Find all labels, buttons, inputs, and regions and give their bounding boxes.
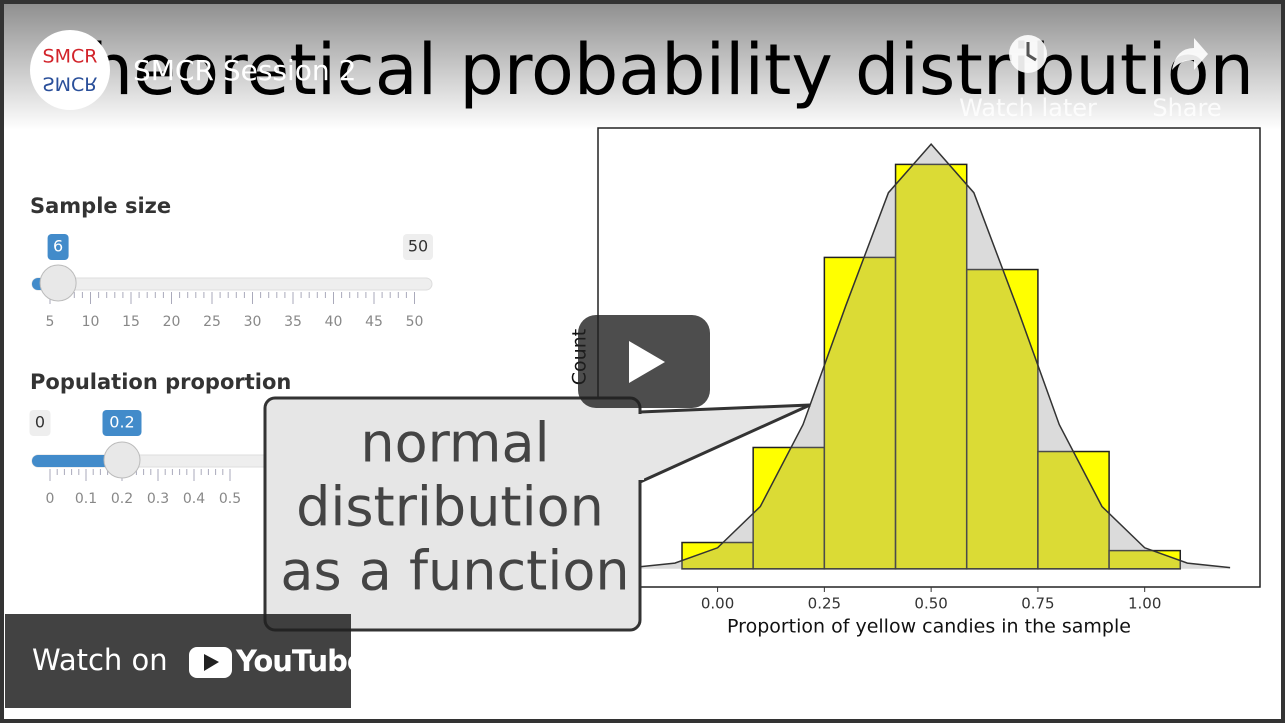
slider-bubble-label: 0 xyxy=(35,413,45,432)
video-title[interactable]: SMCR Session 2 xyxy=(133,54,356,87)
slider-tick-label: 30 xyxy=(244,314,262,330)
brand-text: YouTube xyxy=(235,644,366,678)
slider-label: Population proportion xyxy=(30,370,291,394)
slider-bubble-label: 6 xyxy=(53,237,63,256)
bar xyxy=(965,268,1039,570)
slider-tick-label: 10 xyxy=(82,314,100,330)
watch-on-youtube[interactable]: Watch on YouTube xyxy=(5,614,367,708)
slider-fill xyxy=(32,455,122,467)
logo-mirror: SMCR xyxy=(43,73,98,95)
slider-tick-label: 25 xyxy=(203,314,221,330)
bar xyxy=(894,163,968,570)
slider-handle[interactable] xyxy=(103,441,141,479)
watch-on-text: Watch on xyxy=(32,643,168,677)
callout: normal distribution as a function xyxy=(263,396,811,632)
slider-tick-label: 0.3 xyxy=(147,491,169,507)
x-tick-label: 0.50 xyxy=(914,595,947,613)
slider-bubble-label: 50 xyxy=(408,237,428,256)
x-tick-label: 0.25 xyxy=(808,595,841,613)
density-area xyxy=(632,144,1231,569)
callout-text: normal xyxy=(360,412,549,475)
slider-tick-label: 0.4 xyxy=(183,491,205,507)
channel-logo[interactable]: SMCR SMCR xyxy=(30,30,110,110)
slider-tick-label: 0.2 xyxy=(111,491,133,507)
slider-track xyxy=(31,277,433,291)
slider-tick-label: 5 xyxy=(46,314,55,330)
callout-text: as a function xyxy=(280,540,629,603)
bar xyxy=(1037,450,1110,570)
slider-bubble xyxy=(47,234,69,260)
play-button[interactable] xyxy=(578,315,710,408)
bar xyxy=(1108,549,1182,570)
x-tick-label: 0.00 xyxy=(701,595,734,613)
density-curve xyxy=(632,143,1231,569)
top-shade xyxy=(0,0,1285,130)
button-label: Watch later xyxy=(959,94,1097,122)
slider-handle[interactable] xyxy=(39,264,77,302)
slider-bubble xyxy=(29,410,51,436)
button-label: Share xyxy=(1152,94,1221,122)
slider-tick-label: 35 xyxy=(284,314,302,330)
watch-later-button[interactable]: Watch later xyxy=(959,35,1097,122)
callout-text: distribution xyxy=(296,476,604,539)
slider-tick-label: 45 xyxy=(365,314,383,330)
slider-tick-label: 0.1 xyxy=(75,491,97,507)
x-tick-label: 1.00 xyxy=(1128,595,1161,613)
share-button[interactable]: Share xyxy=(1152,38,1222,122)
slider-tick-label: 0 xyxy=(46,491,55,507)
slider-tick-label: 50 xyxy=(406,314,424,330)
slider-tick-label: 40 xyxy=(325,314,343,330)
x-axis-label: Proportion of yellow candies in the samp… xyxy=(727,616,1131,638)
bar xyxy=(823,256,897,570)
x-tick-label: 0.75 xyxy=(1021,595,1054,613)
slider-tick-label: 20 xyxy=(163,314,181,330)
slider-tick-label: 15 xyxy=(122,314,140,330)
slider-bubble xyxy=(102,410,142,436)
slider-tick-label: 0.5 xyxy=(219,491,241,507)
slider-bubble-label: 0.2 xyxy=(109,413,134,432)
slider-bubble xyxy=(403,234,433,260)
logo-text: SMCR xyxy=(43,46,98,68)
slider-label: Sample size xyxy=(30,194,171,218)
